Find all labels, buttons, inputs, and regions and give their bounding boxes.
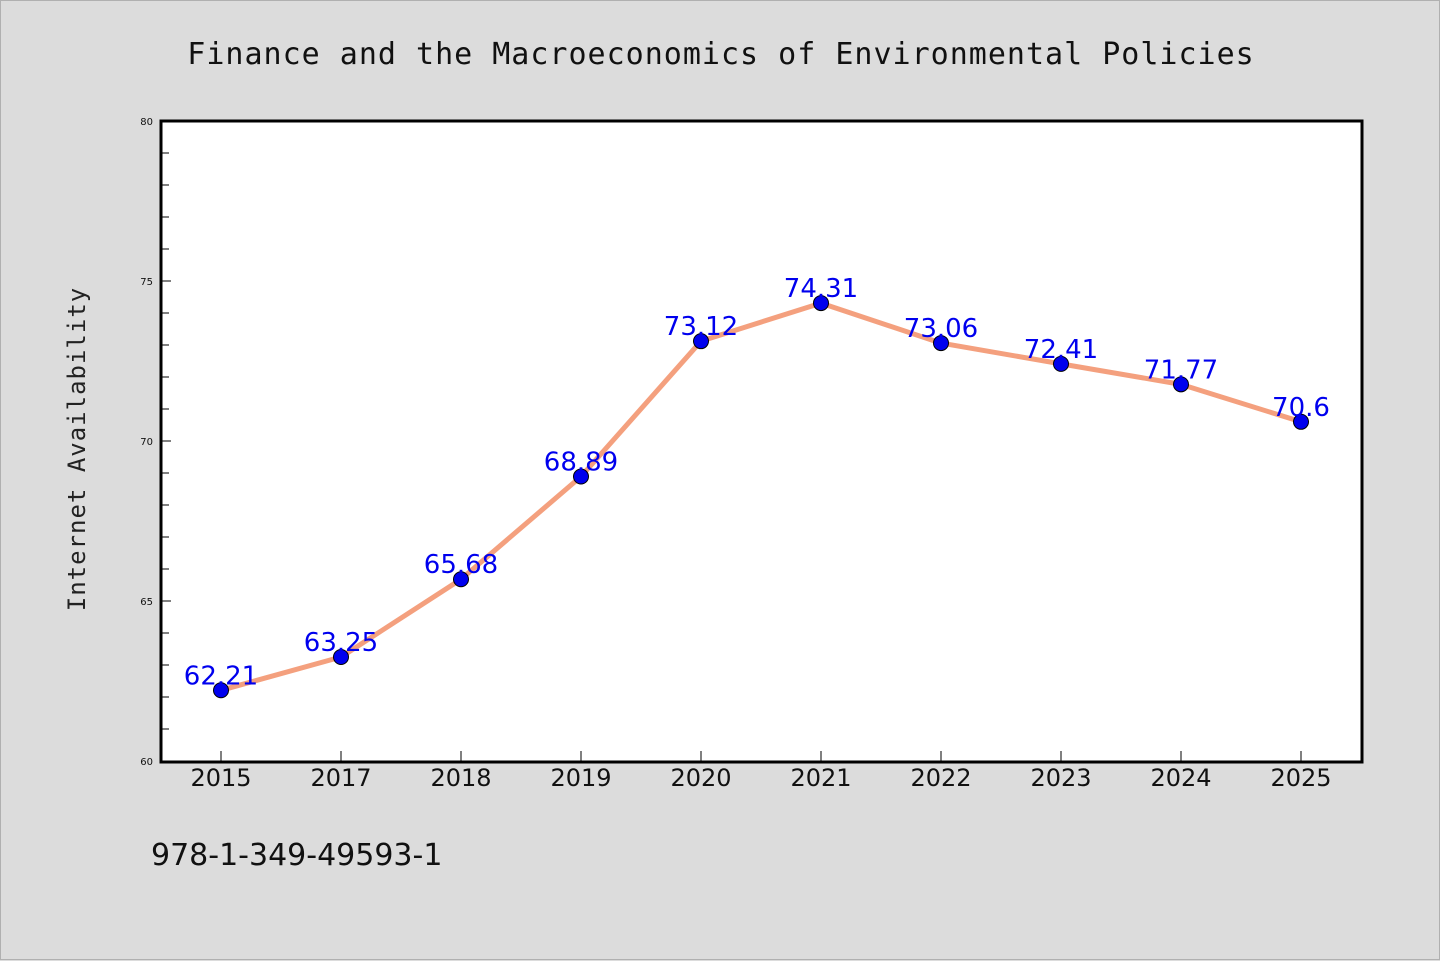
data-point <box>933 335 949 352</box>
x-tick-label: 2023 <box>1030 764 1091 792</box>
y-tick-label: 60 <box>140 757 153 768</box>
x-tick-label: 2024 <box>1150 764 1211 792</box>
y-axis: 60 65 70 75 80 <box>140 117 171 768</box>
data-label: 62.21 <box>184 661 258 691</box>
isbn-footer: 978-1-349-49593-1 <box>151 838 442 873</box>
x-tick-label: 2025 <box>1270 764 1331 792</box>
data-label: 73.06 <box>904 314 978 344</box>
data-point <box>1293 413 1309 430</box>
data-label: 68.89 <box>544 448 618 478</box>
series-layer <box>218 300 1304 693</box>
x-tick-label: 2022 <box>910 764 971 792</box>
data-label: 65.68 <box>424 550 498 580</box>
x-axis: 2015 2017 2018 2019 2020 2021 2022 2023 2024 2025 <box>190 751 1332 792</box>
data-point <box>453 571 469 588</box>
x-tick-label: 2021 <box>790 764 851 792</box>
data-label: 71.77 <box>1144 355 1218 385</box>
plot-area <box>159 119 1364 764</box>
data-point <box>1053 355 1069 372</box>
data-point <box>693 333 709 350</box>
x-tick-label: 2015 <box>190 764 251 792</box>
data-point <box>573 468 589 485</box>
data-label: 74.31 <box>784 274 858 304</box>
data-label: 63.25 <box>304 628 378 658</box>
chart-title: Finance and the Macroeconomics of Enviro… <box>187 37 1254 72</box>
data-label: 72.41 <box>1024 335 1098 365</box>
y-axis-label: Internet Availability <box>63 287 91 611</box>
x-tick-label: 2019 <box>550 764 611 792</box>
x-tick-label: 2020 <box>670 764 731 792</box>
data-label-layer: 62.21 63.25 65.68 68.89 73.12 74.31 73.06 72.41… <box>184 274 1330 691</box>
data-label: 73.12 <box>664 312 738 342</box>
y-tick-label: 75 <box>140 277 153 288</box>
x-tick-label: 2018 <box>430 764 491 792</box>
data-point <box>333 649 349 665</box>
data-point <box>1173 376 1189 393</box>
y-tick-label: 65 <box>140 597 153 608</box>
y-tick-label: 70 <box>140 437 153 448</box>
series-line <box>218 300 1304 693</box>
data-point <box>213 682 229 699</box>
data-point <box>813 295 829 312</box>
marker-layer <box>213 295 1309 699</box>
y-tick-label: 80 <box>140 117 153 128</box>
x-tick-label: 2017 <box>310 764 371 792</box>
data-label: 70.6 <box>1272 393 1330 423</box>
